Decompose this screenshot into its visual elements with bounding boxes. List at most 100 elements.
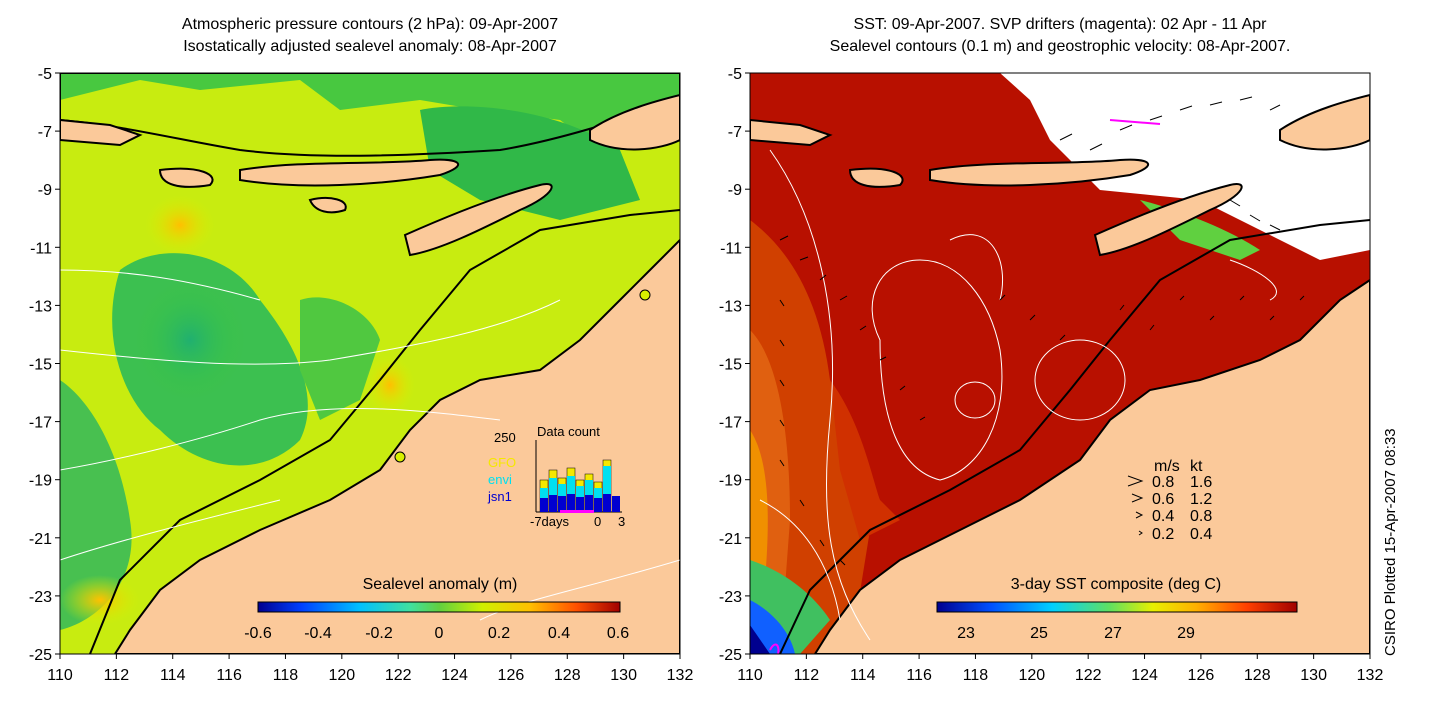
australia-land (113, 238, 680, 654)
x-tick-label: 124 (1131, 667, 1158, 684)
velocity-arrow-icon (1131, 493, 1144, 503)
inset-bars (539, 459, 620, 513)
inset-legend-gfo: GFO (488, 455, 516, 470)
sst-yellow-west (750, 430, 768, 590)
x-tick-label: 118 (273, 667, 299, 684)
velocity-arrow-icon (1127, 475, 1144, 487)
y-tick-label: -17 (29, 415, 52, 432)
drifter-track-1 (1109, 119, 1161, 125)
velocity-legend-kt: 1.2 (1190, 491, 1212, 508)
sealevel-contour-1 (871, 259, 1003, 481)
right-title-line1: SST: 09-Apr-2007. SVP drifters (magenta)… (853, 16, 1267, 33)
velocity-legend-ms: 0.6 (1152, 491, 1174, 508)
sla-green-west (60, 380, 132, 630)
velocity-legend-header-ms: m/s (1154, 458, 1180, 475)
y-tick-label: -17 (719, 415, 742, 432)
x-tick-label: 120 (1018, 667, 1045, 684)
pressure-contour-4 (479, 559, 680, 621)
left-cb-tick: 0.2 (488, 625, 510, 642)
left-title-line1: Atmospheric pressure contours (2 hPa): 0… (181, 16, 559, 33)
sst-darkblue-sw (750, 625, 770, 654)
x-tick-label: 124 (441, 667, 468, 684)
left-cb-tick: 0 (435, 625, 444, 642)
sealevel-contour-5 (769, 149, 871, 641)
x-tick-label: 128 (1244, 667, 1271, 684)
x-tick-label: 114 (850, 667, 876, 684)
sealevel-contour-4 (949, 234, 1004, 301)
x-tick-label: 114 (160, 667, 186, 684)
left-colorbar: Sealevel anomaly (m) -0.6 -0.4 -0.2 0 0.… (244, 576, 629, 642)
y-tick-label: -15 (719, 357, 742, 374)
sealevel-contour-2 (954, 381, 996, 419)
pressure-contour-2 (60, 407, 501, 471)
y-tick-label: -25 (29, 647, 52, 664)
pressure-contour-3 (60, 499, 281, 561)
flores-island (239, 158, 460, 187)
x-tick-label: 116 (216, 667, 242, 684)
inset-legend-jsn1: jsn1 (487, 489, 512, 504)
sla-high-blob2 (365, 355, 415, 415)
sealevel-contour-3 (1034, 339, 1126, 421)
left-cb-tick: -0.6 (244, 625, 272, 642)
inset-xlabel-zero: 0 (594, 514, 601, 529)
x-tick-label: 118 (963, 667, 989, 684)
timor-island-right (1093, 183, 1243, 257)
right-cb-tick: 29 (1177, 625, 1195, 642)
tanimbar-island (589, 93, 680, 151)
y-tick-label: -19 (29, 473, 52, 490)
y-tick-label: -5 (38, 66, 52, 83)
savu-island (308, 197, 347, 214)
axis-ticks: -5 -7 -9 -11 -13 -15 -17 -19 -21 -23 -25 110 112 114 1… (29, 66, 1384, 684)
y-tick-label: -13 (719, 298, 742, 315)
x-tick-label: 130 (610, 667, 637, 684)
left-cb-tick: 0.6 (607, 625, 629, 642)
right-colorbar-gradient (936, 601, 1298, 613)
inset-xlabel-start: -7days (530, 514, 570, 529)
right-cb-tick: 23 (957, 625, 975, 642)
shelf-break-contour-right (779, 219, 1370, 654)
y-tick-label: -11 (720, 240, 742, 257)
data-count-inset: 250 Data count (487, 424, 625, 529)
sealevel-contour-6 (759, 499, 841, 621)
right-map (750, 73, 1370, 654)
y-tick-label: -21 (719, 531, 742, 548)
right-colorbar: 3-day SST composite (deg C) 23 25 27 29 (936, 576, 1298, 642)
left-cb-tick: -0.2 (365, 625, 393, 642)
inset-title: Data count (537, 424, 600, 439)
y-tick-label: -15 (29, 357, 52, 374)
y-tick-label: -23 (29, 589, 52, 606)
x-tick-label: 112 (794, 667, 820, 684)
sla-green-north (60, 73, 680, 150)
right-cb-tick: 25 (1030, 625, 1048, 642)
y-tick-label: -7 (38, 124, 52, 141)
left-title: Atmospheric pressure contours (2 hPa): 0… (60, 14, 680, 58)
velocity-legend-ms: 0.8 (1152, 474, 1174, 491)
left-cb-tick: 0.4 (548, 625, 570, 642)
x-tick-label: 110 (47, 667, 73, 684)
velocity-arrows (779, 96, 1305, 566)
sla-high-blob3 (60, 575, 140, 625)
x-tick-label: 116 (906, 667, 932, 684)
plotted-timestamp: CSIRO Plotted 15-Apr-2007 08:33 (1382, 428, 1399, 656)
velocity-legend-ms: 0.4 (1152, 508, 1174, 525)
x-tick-label: 128 (554, 667, 581, 684)
y-tick-label: -11 (30, 240, 52, 257)
sumba-island-right (848, 167, 904, 188)
right-title: SST: 09-Apr-2007. SVP drifters (magenta)… (720, 14, 1400, 58)
right-cb-tick: 27 (1104, 625, 1122, 642)
left-cb-tick: -0.4 (304, 625, 332, 642)
x-tick-label: 120 (328, 667, 355, 684)
x-tick-label: 126 (498, 667, 525, 684)
left-title-line2: Isostatically adjusted sealevel anomaly:… (183, 38, 557, 55)
inset-legend-envi: envi (488, 472, 512, 487)
sumba-island (158, 167, 214, 188)
x-tick-label: 110 (737, 667, 763, 684)
sla-green-ne (420, 106, 640, 220)
flores-island-right (929, 158, 1150, 187)
y-tick-label: -9 (728, 182, 742, 199)
tide-gauge-marker-2 (639, 289, 651, 301)
left-colorbar-gradient (257, 601, 621, 613)
y-tick-label: -19 (719, 473, 742, 490)
y-tick-label: -25 (719, 647, 742, 664)
